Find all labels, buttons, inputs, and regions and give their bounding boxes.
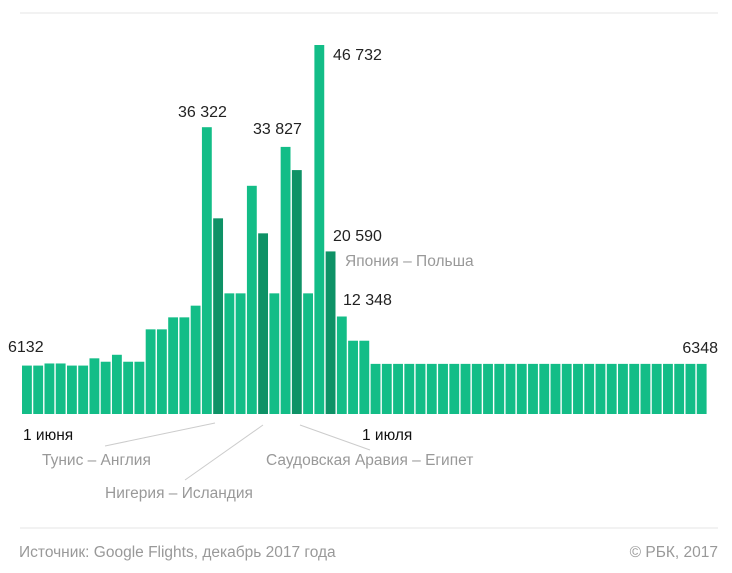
value-label-first: 6132 [8, 339, 44, 356]
bar [460, 363, 471, 414]
bar [494, 363, 505, 414]
bar-highlighted [258, 233, 269, 414]
bar [246, 185, 257, 414]
bar [618, 363, 628, 414]
annotation-saudi-egypt: Саудовская Аравия – Египет [266, 452, 473, 469]
bar [550, 363, 561, 414]
bar [89, 358, 100, 414]
bar [415, 363, 426, 414]
bar [123, 361, 134, 414]
bar [696, 363, 707, 414]
bar [280, 146, 291, 414]
bar [393, 363, 403, 414]
copyright-text: © РБК, 2017 [630, 544, 718, 561]
bar [66, 365, 77, 414]
bar [179, 317, 190, 414]
bar [449, 363, 460, 414]
bar [314, 45, 325, 414]
value-label-peak-2: 33 827 [253, 121, 302, 138]
bar [516, 363, 527, 414]
bar [471, 363, 482, 414]
bar [370, 363, 381, 414]
value-label-after: 12 348 [343, 292, 392, 309]
bar [78, 365, 89, 414]
bar [404, 363, 415, 414]
bar [44, 363, 55, 414]
bar [426, 363, 437, 414]
value-label-japan-poland: 20 590 [333, 228, 382, 245]
bar [483, 363, 493, 414]
bar-highlighted [213, 218, 224, 414]
bar [685, 363, 696, 414]
bar [336, 316, 347, 414]
bar [303, 293, 313, 414]
bar [606, 363, 617, 414]
x-tick-june: 1 июня [23, 427, 73, 444]
bar [539, 363, 550, 414]
annotation-nigeria-iceland: Нигерия – Исландия [105, 485, 253, 502]
bar [348, 340, 358, 414]
bar [381, 363, 392, 414]
source-text: Источник: Google Flights, декабрь 2017 г… [19, 544, 336, 561]
annotation-tunisia-england: Тунис – Англия [42, 452, 151, 469]
leader-line-tunisia [104, 422, 216, 447]
bar [573, 363, 583, 414]
bar [663, 363, 673, 414]
bar [134, 361, 145, 414]
bar [640, 363, 651, 414]
bar [168, 317, 179, 414]
bar [100, 361, 111, 414]
bar [22, 365, 32, 414]
bar [651, 363, 662, 414]
bar [145, 329, 156, 414]
bar [33, 365, 44, 414]
bar [55, 363, 66, 414]
value-label-peak-1: 36 322 [178, 104, 227, 121]
value-label-last: 6348 [682, 340, 718, 357]
annotation-japan-poland: Япония – Польша [345, 253, 474, 270]
bar [235, 293, 246, 414]
bar [561, 363, 572, 414]
bar-highlighted [325, 251, 336, 414]
bar [156, 329, 167, 414]
bar [629, 363, 640, 414]
bar [224, 293, 235, 414]
leader-line-saudi [299, 424, 371, 451]
value-label-max: 46 732 [333, 47, 382, 64]
bar [438, 363, 448, 414]
bar [190, 305, 201, 414]
bar [584, 363, 595, 414]
bar [595, 363, 606, 414]
x-tick-july: 1 июля [362, 427, 412, 444]
bars-group [22, 45, 707, 414]
bar [674, 363, 685, 414]
bar [201, 127, 212, 414]
bar [505, 363, 516, 414]
leader-line-nigeria [184, 424, 264, 481]
bar [269, 293, 280, 414]
bar [359, 340, 370, 414]
bar [528, 363, 538, 414]
bar [111, 354, 122, 414]
bar-highlighted [291, 170, 302, 414]
